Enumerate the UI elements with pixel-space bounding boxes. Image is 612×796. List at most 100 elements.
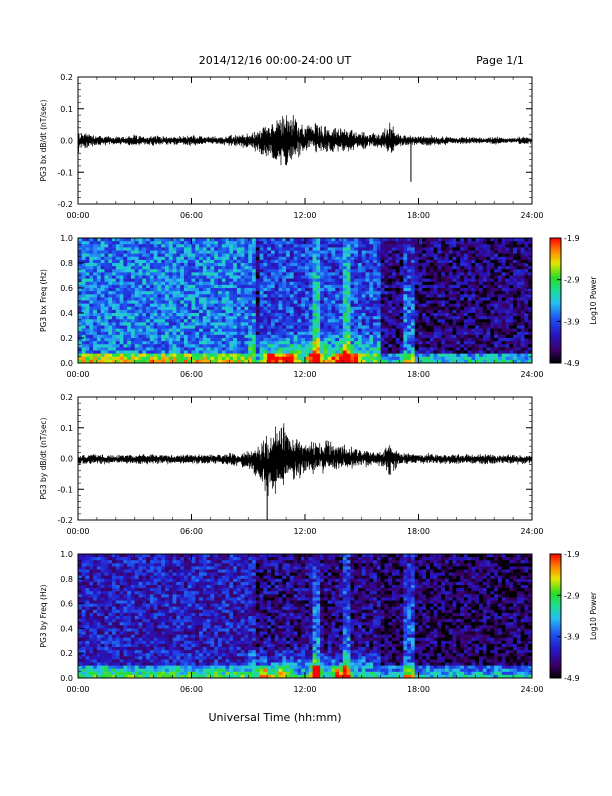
spectrogram-cell — [441, 247, 445, 251]
spectrogram-cell — [419, 260, 423, 264]
spectrogram-cell — [93, 276, 97, 280]
spectrogram-cell — [203, 294, 207, 298]
spectrogram-cell — [192, 263, 196, 267]
spectrogram-cell — [309, 294, 313, 298]
spectrogram-cell — [445, 310, 449, 314]
spectrogram-cell — [313, 304, 317, 308]
spectrogram-cell — [521, 301, 525, 305]
spectrogram-cell — [207, 351, 211, 355]
spectrogram-cell — [422, 260, 426, 264]
spectrogram-cell — [471, 351, 475, 355]
spectrogram-cell — [108, 335, 112, 339]
spectrogram-cell — [407, 313, 411, 317]
spectrogram-cell — [422, 354, 426, 358]
spectrogram-cell — [241, 238, 245, 242]
spectrogram-cell — [184, 257, 188, 261]
spectrogram-cell — [411, 260, 415, 264]
spectrogram-cell — [176, 304, 180, 308]
spectrogram-cell — [373, 288, 377, 292]
spectrogram-cell — [297, 285, 301, 289]
spectrogram-cell — [101, 285, 105, 289]
spectrogram-cell — [471, 260, 475, 264]
spectrogram-cell — [498, 297, 502, 301]
spectrogram-cell — [509, 304, 513, 308]
spectrogram-cell — [494, 332, 498, 336]
spectrogram-cell — [335, 266, 339, 270]
spectrogram-cell — [123, 307, 127, 311]
spectrogram-cell — [350, 285, 354, 289]
spectrogram-cell — [86, 276, 90, 280]
spectrogram-cell — [207, 301, 211, 305]
spectrogram-cell — [146, 276, 150, 280]
spectrogram-cell — [524, 294, 528, 298]
spectrogram-cell — [407, 244, 411, 248]
spectrogram-cell — [256, 341, 260, 345]
spectrogram-cell — [403, 338, 407, 342]
spectrogram-cell — [279, 247, 283, 251]
spectrogram-cell — [313, 288, 317, 292]
spectrogram-cell — [237, 272, 241, 276]
spectrogram-cell — [207, 329, 211, 333]
spectrogram-cell — [396, 254, 400, 258]
spectrogram-cell — [123, 269, 127, 273]
spectrogram-cell — [464, 335, 468, 339]
spectrogram-cell — [188, 282, 192, 286]
spectrogram-cell — [392, 247, 396, 251]
spectrogram-cell — [275, 326, 279, 330]
spectrogram-cell — [506, 244, 510, 248]
spectrogram-cell — [97, 301, 101, 305]
spectrogram-cell — [316, 297, 320, 301]
spectrogram-cell — [339, 338, 343, 342]
spectrogram-cell — [320, 272, 324, 276]
spectrogram-cell — [233, 335, 237, 339]
spectrogram-cell — [301, 347, 305, 351]
spectrogram-cell — [237, 288, 241, 292]
spectrogram-cell — [339, 326, 343, 330]
spectrogram-cell — [403, 344, 407, 348]
spectrogram-cell — [248, 276, 252, 280]
spectrogram-cell — [468, 269, 472, 273]
spectrogram-cell — [301, 254, 305, 258]
spectrogram-cell — [150, 304, 154, 308]
spectrogram-cell — [377, 351, 381, 355]
spectrogram-cell — [286, 294, 290, 298]
spectrogram-cell — [279, 310, 283, 314]
spectrogram-cell — [494, 341, 498, 345]
spectrogram-cell — [282, 322, 286, 326]
spectrogram-cell — [108, 316, 112, 320]
spectrogram-cell — [419, 354, 423, 358]
spectrogram-cell — [157, 347, 161, 351]
spectrogram-cell — [271, 326, 275, 330]
spectrogram-cell — [192, 276, 196, 280]
spectrogram-cell — [384, 269, 388, 273]
spectrogram-cell — [282, 272, 286, 276]
spectrogram-cell — [104, 260, 108, 264]
spectrogram-cell — [222, 241, 226, 245]
spectrogram-cell — [123, 313, 127, 317]
spectrogram-cell — [437, 347, 441, 351]
spectrogram-cell — [237, 254, 241, 258]
spectrogram-cell — [214, 263, 218, 267]
spectrogram-cell — [294, 294, 298, 298]
spectrogram-cell — [400, 266, 404, 270]
spectrogram-cell — [498, 301, 502, 305]
spectrogram-cell — [430, 251, 434, 255]
spectrogram-cell — [176, 344, 180, 348]
spectrogram-cell — [498, 291, 502, 295]
spectrogram-cell — [411, 238, 415, 242]
spectrogram-cell — [388, 313, 392, 317]
spectrogram-cell — [392, 282, 396, 286]
spectrogram-cell — [210, 263, 214, 267]
spectrogram-cell — [347, 285, 351, 289]
spectrogram-cell — [123, 354, 127, 358]
spectrogram-cell — [407, 276, 411, 280]
spectrogram-cell — [309, 304, 313, 308]
spectrogram-cell — [233, 304, 237, 308]
spectrogram-cell — [483, 276, 487, 280]
spectrogram-cell — [282, 307, 286, 311]
spectrogram-cell — [207, 332, 211, 336]
spectrogram-cell — [120, 291, 124, 295]
spectrogram-cell — [188, 307, 192, 311]
spectrogram-cell — [116, 357, 120, 361]
